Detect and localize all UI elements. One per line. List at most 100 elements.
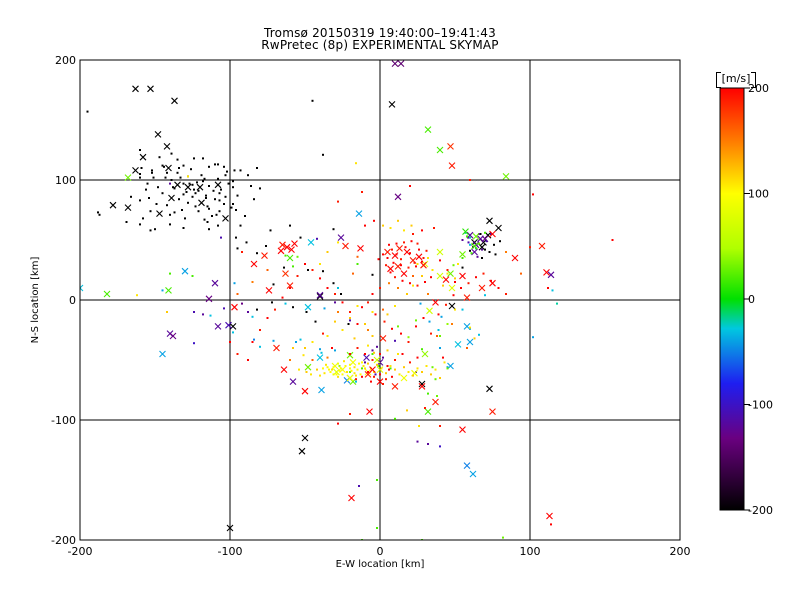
data-point-dot [454,277,456,280]
data-point-dot [182,227,185,229]
data-point-dot [239,224,242,227]
data-point-x [279,241,286,249]
data-point-x [159,350,166,358]
data-point-x [289,378,297,385]
data-point-dot [421,348,423,351]
data-point-x [291,240,298,247]
data-point-dot [211,215,213,217]
data-point-x [169,332,177,340]
data-point-dot [166,171,168,174]
data-point-dot [173,211,176,214]
data-point-dot [382,224,384,227]
data-point-dot [400,258,402,261]
data-point-dot [187,175,189,178]
data-point-x [364,371,372,378]
data-point-dot [358,485,360,487]
data-point-dot [373,371,375,373]
data-point-dot [310,373,312,376]
data-point-x [489,230,496,238]
data-point-dot [404,246,407,249]
data-point-dot [182,193,185,196]
data-point-dot [193,188,195,191]
data-point-dot [289,287,291,289]
data-point-dot [385,378,387,381]
data-point-x [459,251,466,258]
data-point-dot [208,185,210,187]
data-point-dot [436,395,438,397]
data-point-dot [357,545,359,547]
data-point-dot [191,195,194,198]
data-point-dot [343,360,345,363]
data-point-x [231,303,238,311]
data-point-dot [233,282,236,285]
data-point-dot [371,311,374,313]
data-point-dot [236,353,239,355]
data-point-dot [251,341,254,343]
data-point-dot [394,417,396,420]
data-point-dot [373,351,375,354]
data-point-dot [265,245,267,247]
data-point-dot [266,269,269,271]
data-point-x [222,215,229,222]
data-point-x [448,302,456,310]
data-point-dot [361,306,363,309]
data-point-dot [256,252,258,255]
data-point-x [132,85,139,93]
data-point-dot [398,373,401,376]
data-point-dot [284,302,287,305]
data-point-dot [338,369,341,372]
data-point-dot [394,305,396,307]
data-point-dot [461,257,464,259]
data-point-dot [490,233,492,235]
data-point-dot [394,276,396,279]
data-point-dot [452,264,455,267]
data-point-x [171,97,178,105]
data-point-dot [386,257,389,259]
data-point-dot [499,240,501,243]
data-point-dot [532,193,534,196]
data-point-dot [320,351,323,354]
data-point-dot [161,164,164,167]
data-point-dot [215,213,218,216]
data-point-dot [232,186,234,189]
data-point-dot [247,311,249,313]
data-point-dot [142,217,144,220]
data-point-dot [169,223,171,226]
data-point-dot [469,236,471,239]
data-point-dot [193,311,195,313]
data-point-dot [424,407,426,409]
data-point-dot [386,365,389,367]
data-point-x [424,408,432,415]
data-point-dot [97,211,99,214]
data-point-dot [467,241,470,244]
data-point-x [391,60,399,67]
data-point-dot [427,293,429,295]
data-point-dot [289,224,291,227]
data-point-x [472,233,480,240]
data-point-dot [188,182,191,185]
data-point-dot [421,371,423,373]
data-point-dot [314,320,317,323]
data-point-dot [272,283,275,286]
data-point-dot [556,302,558,305]
data-point-dot [461,239,464,241]
data-point-dot [427,392,429,395]
data-point-x [273,344,280,352]
data-point-dot [481,248,483,251]
data-point-dot [208,228,210,231]
data-point-dot [353,372,356,375]
data-point-dot [196,181,198,184]
data-point-dot [299,236,302,239]
x-tick-label: 200 [670,545,691,558]
data-point-dot [376,479,378,481]
data-point-x [373,356,381,364]
data-point-dot [364,224,366,227]
data-point-x [432,398,439,406]
data-point-x [466,338,474,346]
data-point-dot [220,236,222,239]
data-point-dot [364,361,366,364]
data-point-dot [311,359,314,361]
data-point-dot [337,287,339,289]
data-point-dot [152,176,155,179]
data-point-dot [139,149,141,151]
